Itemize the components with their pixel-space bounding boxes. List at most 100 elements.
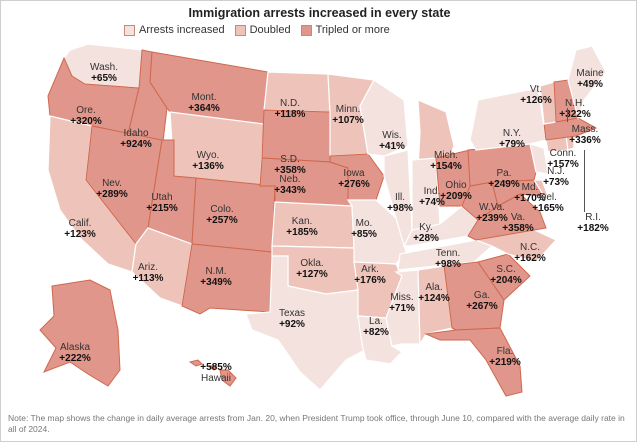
- state-name-ne: Neb.: [279, 174, 301, 185]
- state-label-mi: Mich. +154%: [430, 150, 461, 172]
- leader-line-nh: [567, 108, 568, 122]
- state-value-wi: +41%: [379, 141, 405, 152]
- state-value-nd: +118%: [274, 109, 306, 120]
- state-name-ak: Alaska: [59, 342, 91, 353]
- state-value-ak: +222%: [59, 353, 91, 364]
- state-value-co: +257%: [206, 215, 238, 226]
- state-name-ri: R.I.: [585, 212, 601, 223]
- state-label-va: Va. +358%: [502, 212, 533, 234]
- state-name-ct: Conn.: [549, 148, 577, 159]
- leader-line-ri: [584, 150, 585, 212]
- legend-label-increased: Arrests increased: [139, 24, 225, 36]
- state-name-ms: Miss.: [390, 292, 414, 303]
- state-value-ri: +182%: [577, 223, 609, 234]
- state-value-al: +124%: [418, 293, 450, 304]
- state-value-ny: +79%: [499, 139, 525, 150]
- legend: Arrests increased Doubled Tripled or mor…: [124, 24, 400, 36]
- state-value-az: +113%: [132, 273, 164, 284]
- state-label-ks: Kan. +185%: [286, 216, 317, 238]
- state-nj: [529, 143, 549, 175]
- state-value-nc: +162%: [514, 253, 546, 264]
- state-name-la: La.: [369, 316, 383, 327]
- state-value-va: +358%: [502, 223, 534, 234]
- state-name-va: Va.: [510, 212, 526, 223]
- state-name-ok: Okla.: [300, 258, 324, 269]
- state-value-de: +165%: [532, 203, 564, 214]
- state-hi: [188, 359, 237, 387]
- state-label-mo: Mo. +85%: [351, 218, 377, 240]
- state-name-ks: Kan.: [291, 216, 313, 227]
- state-label-wy: Wyo. +136%: [192, 150, 223, 172]
- state-label-ms: Miss. +71%: [389, 292, 415, 314]
- legend-label-doubled: Doubled: [249, 24, 291, 36]
- state-label-ne: Neb. +343%: [274, 174, 305, 196]
- state-value-ms: +71%: [389, 303, 415, 314]
- states-layer: [39, 43, 607, 397]
- state-label-il: Ill. +98%: [387, 192, 413, 214]
- state-label-nc: N.C. +162%: [514, 242, 545, 264]
- state-name-ny: N.Y.: [502, 128, 522, 139]
- state-label-mt: Mont. +364%: [188, 92, 219, 114]
- state-label-fl: Fla. +219%: [489, 346, 520, 368]
- legend-item-doubled: Doubled: [234, 24, 291, 36]
- state-value-la: +82%: [363, 327, 389, 338]
- state-value-hi: +585%: [200, 362, 232, 373]
- state-label-wa: Wash. +65%: [90, 62, 118, 84]
- state-name-wy: Wyo.: [196, 150, 220, 161]
- state-label-ok: Okla. +127%: [296, 258, 327, 280]
- state-name-pa: Pa.: [496, 168, 512, 179]
- state-label-ar: Ark. +176%: [354, 264, 385, 286]
- state-value-wa: +65%: [91, 73, 117, 84]
- state-label-tx: Texas +92%: [279, 308, 305, 330]
- state-tx: [245, 255, 381, 391]
- state-value-nj: +73%: [543, 177, 569, 188]
- map-title: Immigration arrests increased in every s…: [188, 6, 451, 20]
- state-wy: [169, 111, 265, 187]
- state-name-nc: N.C.: [519, 242, 540, 253]
- state-value-md: +170%: [514, 193, 546, 204]
- state-label-md: Md. +170%: [514, 182, 545, 204]
- map-note: Note: The map shows the change in daily …: [8, 413, 625, 434]
- state-value-or: +320%: [70, 116, 102, 127]
- state-name-fl: Fla.: [496, 346, 514, 357]
- state-value-ca: +123%: [64, 229, 96, 240]
- state-name-ma: Mass.: [571, 124, 599, 135]
- state-label-mn: Minn. +107%: [332, 104, 363, 126]
- state-name-mi: Mich.: [434, 150, 458, 161]
- state-value-fl: +219%: [489, 357, 521, 368]
- state-label-me: Maine +49%: [576, 68, 603, 90]
- state-value-ky: +28%: [413, 233, 439, 244]
- state-name-mt: Mont.: [191, 92, 217, 103]
- state-value-il: +98%: [387, 203, 413, 214]
- state-value-id: +924%: [120, 139, 152, 150]
- state-label-la: La. +82%: [363, 316, 389, 338]
- state-label-oh: Ohio +209%: [440, 180, 471, 202]
- state-value-ia: +276%: [338, 179, 370, 190]
- state-label-sd: S.D. +358%: [274, 154, 305, 176]
- state-name-az: Ariz.: [138, 262, 158, 273]
- state-label-wv: W.Va. +239%: [476, 202, 507, 224]
- state-value-in: +74%: [419, 197, 445, 208]
- legend-label-tripled: Tripled or more: [315, 24, 390, 36]
- state-label-ca: Calif. +123%: [64, 218, 95, 240]
- state-label-al: Ala. +124%: [418, 282, 449, 304]
- state-de: [532, 179, 549, 197]
- state-name-sc: S.C.: [496, 264, 516, 275]
- state-label-ri: R.I. +182%: [577, 212, 608, 234]
- state-value-pa: +249%: [488, 179, 520, 190]
- state-name-ca: Calif.: [68, 218, 92, 229]
- state-name-de: Del.: [539, 192, 557, 203]
- state-label-hi: +585% Hawaii: [200, 362, 231, 384]
- state-value-ut: +215%: [146, 203, 178, 214]
- state-name-wa: Wash.: [90, 62, 118, 73]
- state-name-ky: Ky.: [419, 222, 433, 233]
- legend-item-tripled: Tripled or more: [300, 24, 390, 36]
- state-label-ma: Mass. +336%: [569, 124, 600, 146]
- state-label-ky: Ky. +28%: [413, 222, 439, 244]
- state-al: [417, 265, 453, 347]
- state-fl: [424, 327, 523, 397]
- state-value-wv: +239%: [476, 213, 508, 224]
- state-label-or: Ore. +320%: [70, 105, 101, 127]
- state-label-az: Ariz. +113%: [133, 262, 164, 284]
